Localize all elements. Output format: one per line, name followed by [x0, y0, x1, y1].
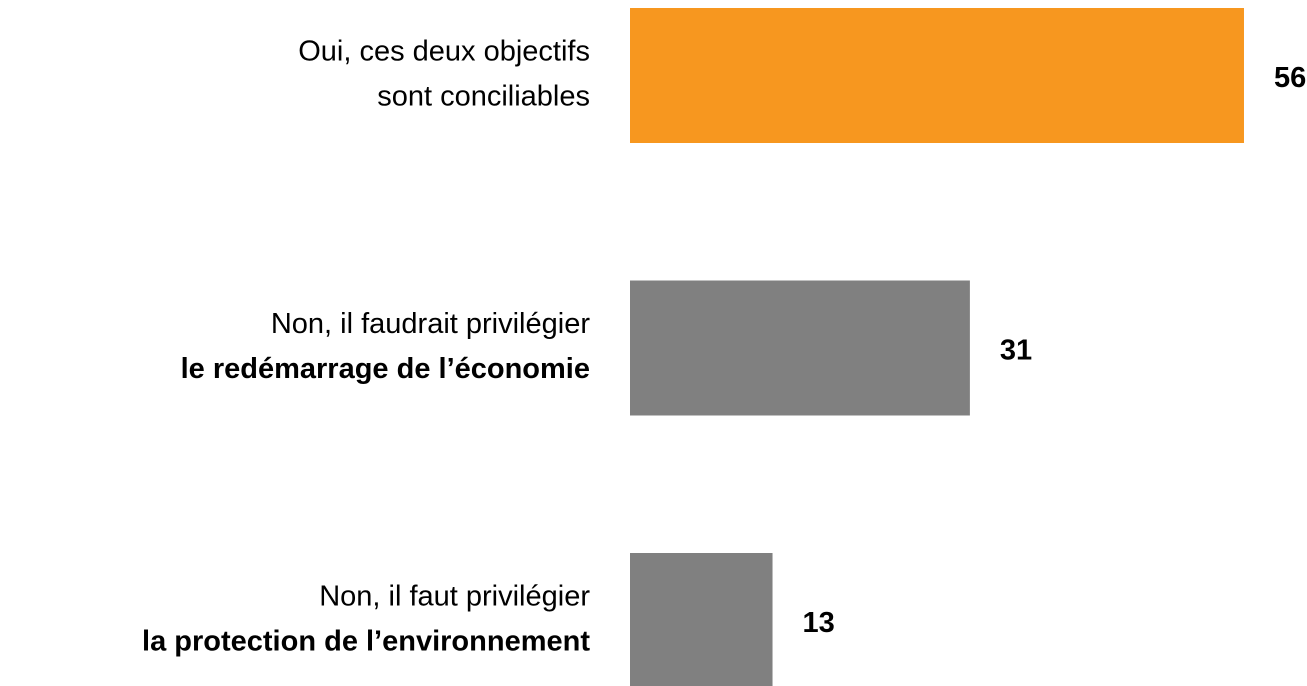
value-label: 13 [803, 607, 835, 639]
category-label: Non, il faut privilégier [319, 581, 590, 613]
category-label: Non, il faudrait privilégier [271, 308, 590, 340]
bar [630, 8, 1244, 143]
category-label: le redémarrage de l’économie [181, 353, 590, 385]
value-label: 31 [1000, 335, 1032, 367]
bar [630, 553, 773, 686]
category-label: sont conciliables [377, 81, 590, 113]
value-label: 56 [1274, 62, 1306, 94]
bar [630, 280, 970, 416]
category-label: Oui, ces deux objectifs [298, 36, 590, 68]
category-label: la protection de l’environnement [142, 626, 590, 658]
